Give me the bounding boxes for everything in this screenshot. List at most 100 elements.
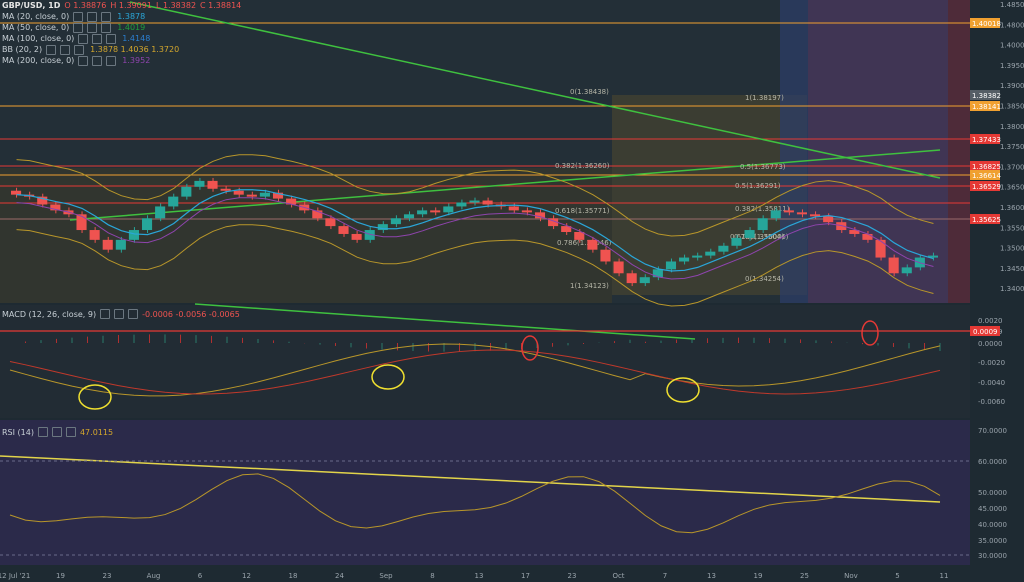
rsi-tick-label: 40.0000 bbox=[978, 521, 1007, 529]
x-tick-label: 7 bbox=[663, 572, 667, 580]
candle-body bbox=[823, 216, 834, 223]
signal-line bbox=[9, 349, 941, 395]
price-tag bbox=[970, 214, 1000, 224]
eye-icon[interactable] bbox=[73, 22, 84, 33]
eye-icon[interactable] bbox=[37, 427, 48, 437]
rsi-tick-label: 60.0000 bbox=[978, 458, 1007, 466]
ma50-label[interactable]: MA (50, close, 0) bbox=[2, 23, 70, 32]
rsi-tick-label: 35.0000 bbox=[978, 537, 1007, 545]
bb-label[interactable]: BB (20, 2) bbox=[2, 45, 43, 54]
eye-icon[interactable] bbox=[46, 44, 57, 55]
fib-label: 0(1.34254) bbox=[745, 275, 784, 283]
close-icon[interactable] bbox=[65, 427, 76, 437]
close-icon[interactable] bbox=[106, 33, 117, 44]
settings-icon[interactable] bbox=[92, 55, 103, 66]
rsi-value: 47.0115 bbox=[79, 427, 114, 437]
settings-icon[interactable] bbox=[114, 309, 125, 319]
close-icon[interactable] bbox=[74, 44, 85, 55]
candle-body bbox=[115, 239, 126, 250]
y-tick-label: 1.37500 bbox=[1000, 143, 1024, 151]
macd-label[interactable]: MACD (12, 26, close, 9) bbox=[2, 309, 97, 319]
x-tick-label: 19 bbox=[56, 572, 65, 580]
candle-body bbox=[220, 188, 231, 191]
settings-icon[interactable] bbox=[92, 33, 103, 44]
x-tick-label: 12 Jul '21 bbox=[0, 572, 30, 580]
eye-icon[interactable] bbox=[78, 33, 89, 44]
candle-body bbox=[89, 230, 100, 240]
fib-label: 0.5(1.36291) bbox=[735, 182, 781, 190]
settings-icon[interactable] bbox=[87, 22, 98, 33]
rsi-tick-label: 30.0000 bbox=[978, 552, 1007, 560]
candle-body bbox=[181, 186, 192, 197]
rsi-tick-label: 50.0000 bbox=[978, 489, 1007, 497]
rsi-legend: RSI (14) 47.0115 bbox=[2, 427, 113, 437]
eye-icon[interactable] bbox=[73, 11, 84, 22]
candle-body bbox=[548, 218, 559, 227]
price-tag bbox=[970, 90, 1000, 100]
settings-icon[interactable] bbox=[87, 11, 98, 22]
rsi-label[interactable]: RSI (14) bbox=[2, 427, 34, 437]
macd-tick-label: -0.0020 bbox=[978, 359, 1005, 367]
symbol-label[interactable]: GBP/USD, 1D bbox=[2, 1, 61, 10]
annotation-circle bbox=[78, 384, 112, 410]
close-value: C 1.38814 bbox=[200, 1, 242, 10]
close-icon[interactable] bbox=[101, 22, 112, 33]
candle-body bbox=[770, 210, 781, 219]
rsi-line bbox=[9, 473, 941, 534]
fib-label: 0.5(1.36773) bbox=[740, 163, 786, 171]
close-icon[interactable] bbox=[101, 11, 112, 22]
x-tick-label: 23 bbox=[568, 572, 577, 580]
x-tick-label: 8 bbox=[430, 572, 434, 580]
macd-trend-line bbox=[194, 303, 696, 340]
ma200-label[interactable]: MA (200, close, 0) bbox=[2, 56, 75, 65]
fib-label: 0.382(1.35811) bbox=[735, 205, 790, 213]
ma200-value: 1.3952 bbox=[122, 56, 151, 65]
y-tick-label: 1.35500 bbox=[1000, 224, 1024, 232]
candle-body bbox=[574, 232, 585, 240]
macd-legend: MACD (12, 26, close, 9) -0.0006 -0.0056 … bbox=[2, 309, 240, 319]
fib-label: 0(1.38438) bbox=[570, 88, 609, 96]
x-tick-label: 23 bbox=[103, 572, 112, 580]
candle-body bbox=[50, 204, 61, 211]
candle-body bbox=[600, 249, 611, 262]
price-tag-label: 1.36529 bbox=[972, 183, 1001, 191]
bb-lower-line bbox=[16, 224, 934, 307]
close-icon[interactable] bbox=[128, 309, 139, 319]
fib-zone bbox=[612, 95, 807, 295]
ma200-line bbox=[16, 197, 934, 280]
candle-body bbox=[37, 196, 48, 205]
x-tick-label: 18 bbox=[289, 572, 298, 580]
chart-legend: GBP/USD, 1D O 1.38876 H 1.39091 L 1.3838… bbox=[2, 0, 241, 66]
candle-body bbox=[443, 206, 454, 213]
candle-body bbox=[508, 206, 519, 211]
candle-body bbox=[390, 218, 401, 225]
candle-body bbox=[744, 230, 755, 238]
price-tag-label: 1.35625 bbox=[972, 216, 1001, 224]
eye-icon[interactable] bbox=[100, 309, 111, 319]
settings-icon[interactable] bbox=[51, 427, 62, 437]
candle-body bbox=[705, 251, 716, 256]
ma20-label[interactable]: MA (20, close, 0) bbox=[2, 12, 70, 21]
candle-body bbox=[652, 269, 663, 278]
candle-body bbox=[888, 257, 899, 274]
settings-icon[interactable] bbox=[60, 44, 71, 55]
candle-body bbox=[692, 255, 703, 258]
candle-body bbox=[155, 206, 166, 219]
annotation-circle bbox=[666, 377, 700, 403]
ma100-label[interactable]: MA (100, close, 0) bbox=[2, 34, 75, 43]
low-value: L 1.38382 bbox=[155, 1, 197, 10]
x-tick-label: Oct bbox=[612, 572, 624, 580]
candle-body bbox=[312, 210, 323, 219]
price-tag-label: 1.38382 bbox=[972, 92, 1001, 100]
eye-icon[interactable] bbox=[78, 55, 89, 66]
candle-body bbox=[469, 200, 480, 203]
candle-body bbox=[849, 230, 860, 234]
price-tag-label: 1.36614 bbox=[972, 172, 1001, 180]
candle-body bbox=[862, 233, 873, 240]
candle-body bbox=[207, 180, 218, 189]
macd-line bbox=[9, 343, 941, 397]
candle-body bbox=[836, 222, 847, 231]
fib-label: 0.618(1.35771) bbox=[555, 207, 610, 215]
close-icon[interactable] bbox=[106, 55, 117, 66]
